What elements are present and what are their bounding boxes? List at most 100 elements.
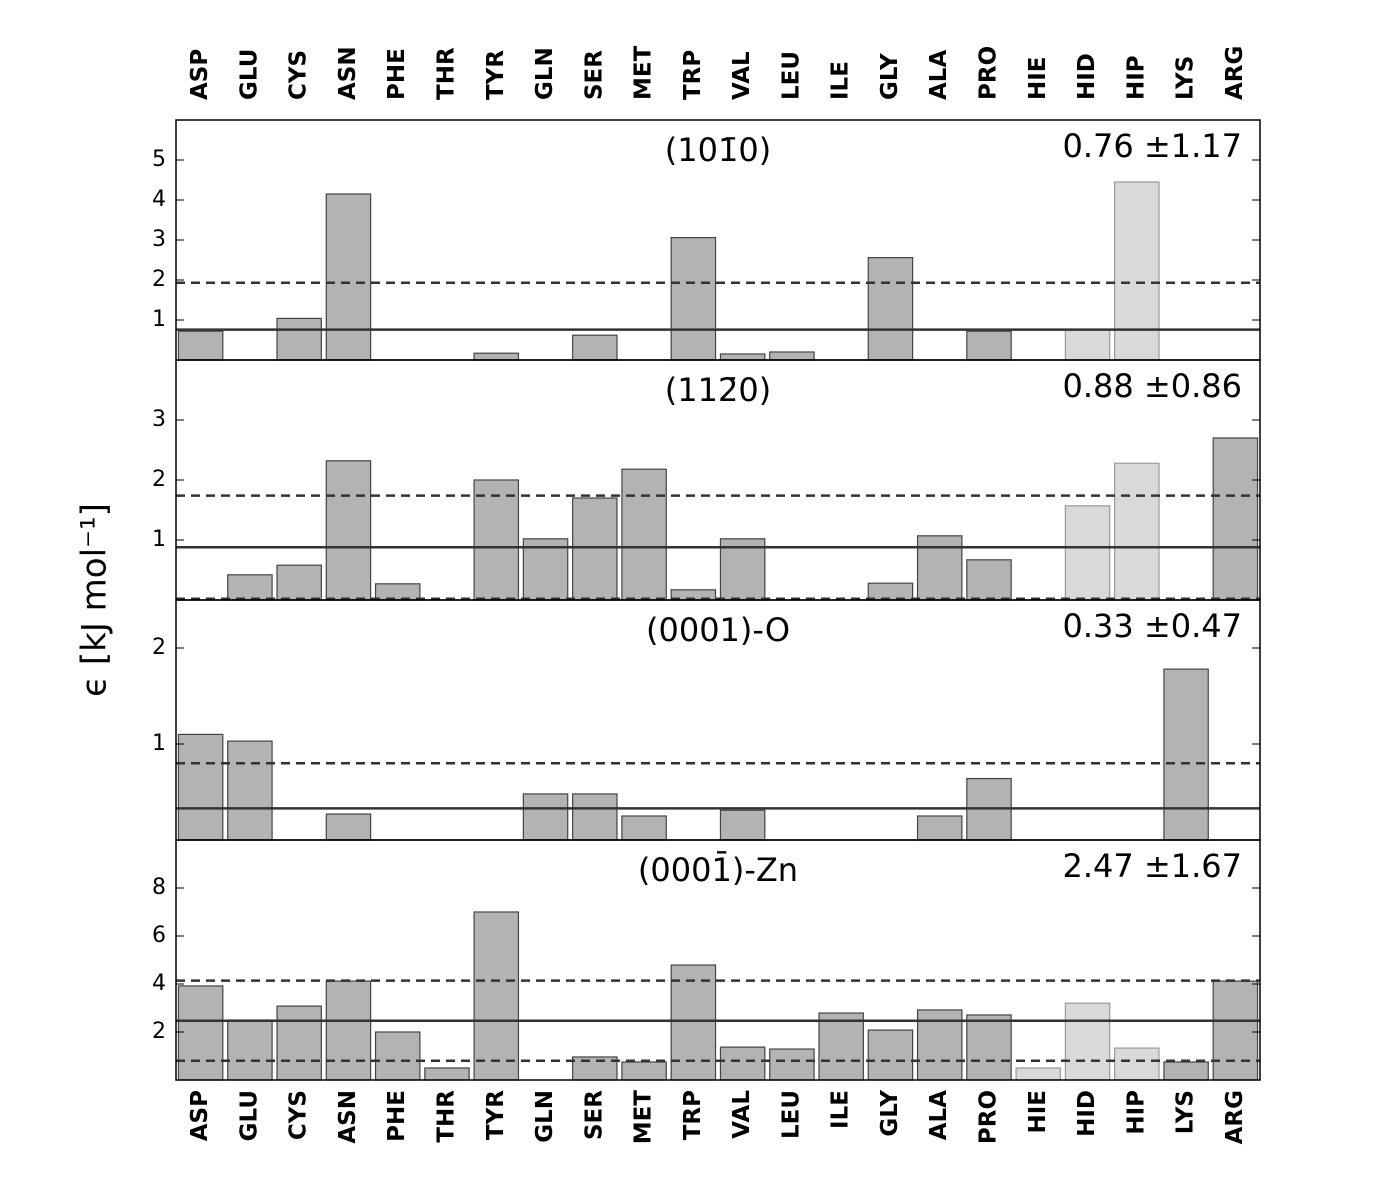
x-tick-label: THR (434, 1090, 460, 1143)
y-axis-label: ϵ [kJ mol⁻¹] (75, 503, 115, 697)
bar (473, 352, 520, 361)
y-tick-label: 2 (152, 1019, 166, 1044)
bar (572, 1056, 618, 1081)
x-tick-label: THR (434, 47, 460, 100)
x-tick-label: LYS (1173, 56, 1199, 100)
bar (1212, 980, 1259, 1081)
bar (719, 538, 766, 601)
x-tick-label: VAL (729, 51, 755, 100)
bar (867, 1029, 914, 1081)
x-tick-label: VAL (729, 1090, 755, 1139)
x-tick-label: TYR (483, 50, 509, 100)
panel-annotation: 2.47 ±1.67 (1063, 847, 1242, 885)
x-tick-label: GLN (532, 1090, 558, 1143)
x-tick-label: CYS (286, 1090, 312, 1140)
x-tick-label: HIE (1025, 56, 1051, 100)
x-tick-label: TRP (680, 1090, 706, 1140)
panel-annotation: 0.33 ±0.47 (1063, 607, 1242, 645)
x-tick-label: ASN (335, 46, 361, 100)
bar (818, 1012, 864, 1081)
x-tick-label: ASP (187, 1090, 213, 1141)
bar (572, 497, 618, 601)
x-tick-label: ARG (1222, 1090, 1248, 1144)
y-tick-label: 6 (152, 923, 166, 948)
bar (227, 740, 273, 841)
x-tick-label: PHE (384, 48, 410, 100)
panel-title: (0001)-O (646, 611, 790, 649)
panel-frame (175, 839, 1261, 1081)
bar (916, 815, 963, 841)
bar (325, 980, 372, 1081)
panel-title: (0001̄)-Zn (638, 850, 798, 889)
y-tick-label: 3 (152, 407, 166, 432)
bar (867, 582, 914, 601)
bar (374, 583, 421, 601)
x-tick-label: LEU (778, 1090, 804, 1139)
bar (1163, 668, 1209, 841)
panel-annotation: 0.88 ±0.86 (1063, 367, 1242, 405)
panel-title: (101̄0) (665, 131, 771, 169)
x-tick-label: TYR (483, 1090, 509, 1140)
bar (621, 815, 667, 841)
y-tick-label: 3 (152, 227, 166, 252)
bar (227, 1019, 273, 1081)
y-tick-label: 2 (152, 267, 166, 292)
x-tick-label: SER (581, 1090, 607, 1140)
bar (1114, 1047, 1160, 1081)
bar (325, 460, 372, 601)
bar (227, 574, 273, 601)
bar (276, 564, 322, 601)
y-tick-label: 1 (152, 527, 166, 552)
x-tick-label: GLU (236, 1090, 262, 1141)
bar (966, 559, 1012, 601)
bar (966, 1014, 1012, 1081)
bar (867, 257, 914, 361)
bar (177, 985, 224, 1081)
x-tick-label: CYS (286, 50, 312, 100)
y-tick-label: 1 (152, 731, 166, 756)
x-tick-label: ASP (187, 49, 213, 100)
x-tick-label: HIP (1123, 1090, 1149, 1135)
y-tick-label: 2 (152, 467, 166, 492)
bar (769, 351, 815, 361)
x-tick-label: ASN (335, 1090, 361, 1144)
x-tick-label: HIP (1123, 55, 1149, 100)
bar (769, 1048, 815, 1081)
bar (522, 793, 569, 841)
panel-annotation: 0.76 ±1.17 (1063, 127, 1242, 165)
bar (966, 330, 1012, 361)
bar (276, 1005, 322, 1081)
y-tick-label: 4 (152, 971, 166, 996)
bar (325, 193, 372, 361)
x-tick-label: HID (1074, 1090, 1100, 1137)
bar (1163, 1061, 1209, 1081)
bar (719, 809, 766, 841)
x-tick-label: ARG (1222, 46, 1248, 100)
x-tick-label: LEU (778, 51, 804, 100)
bar (1064, 1002, 1111, 1081)
x-tick-label: GLU (236, 49, 262, 100)
x-tick-label: MET (631, 45, 657, 100)
bar (1064, 329, 1111, 361)
bar (325, 813, 372, 841)
bar (621, 468, 667, 601)
x-tick-label: ALA (926, 1090, 952, 1140)
bar (719, 353, 766, 361)
y-tick-label: 4 (152, 187, 166, 212)
y-tick-label: 2 (152, 635, 166, 660)
x-tick-label: ALA (926, 50, 952, 100)
x-tick-label: ILE (828, 1090, 854, 1129)
x-tick-label: ILE (828, 61, 854, 100)
bar (1114, 181, 1160, 361)
bar (719, 1046, 766, 1081)
x-tick-label: PRO (976, 1090, 1002, 1144)
x-tick-label: GLN (532, 47, 558, 100)
bar (670, 964, 717, 1081)
bar (424, 1067, 470, 1081)
x-tick-label: LYS (1173, 1090, 1199, 1134)
x-tick-label: PHE (384, 1090, 410, 1142)
bar (670, 237, 717, 361)
x-tick-label: GLY (877, 53, 903, 100)
x-tick-label: MET (631, 1090, 657, 1145)
